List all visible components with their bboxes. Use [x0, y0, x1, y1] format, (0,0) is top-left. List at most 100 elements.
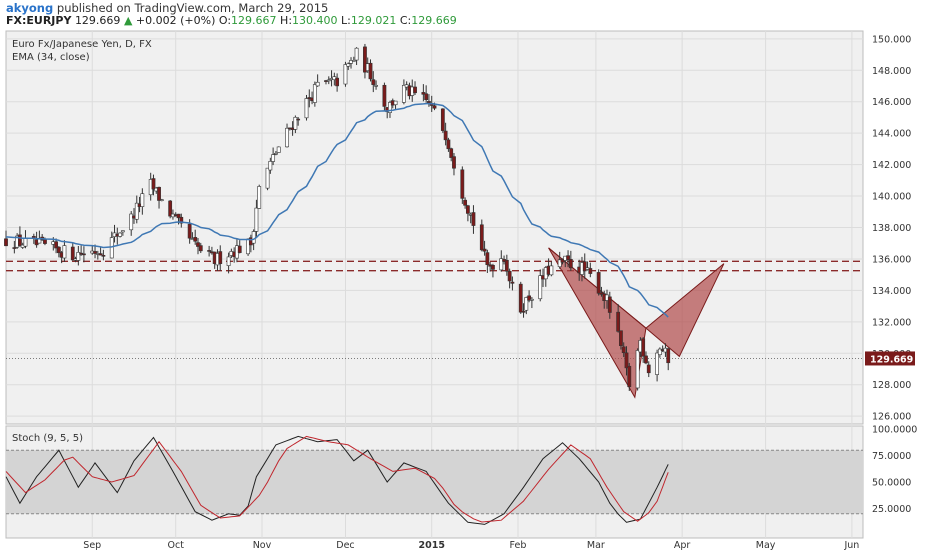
candle-body [312, 84, 317, 103]
candle-body [529, 298, 534, 301]
candle-body [413, 86, 417, 94]
quote-line: FX:EURJPY 129.669 ▲ +0.002 (+0%) O:129.6… [6, 14, 457, 27]
high-label: H: [280, 14, 293, 27]
candle-body [549, 265, 554, 276]
support-lines[interactable] [6, 260, 863, 359]
time-tick-label: Mar [587, 540, 605, 550]
candle-body [566, 255, 570, 260]
price-tag-text: 129.669 [870, 354, 913, 365]
ema-legend: EMA (34, close) [12, 52, 90, 63]
candle-body [443, 130, 448, 141]
candle-body [151, 178, 156, 190]
candle-body [527, 295, 532, 301]
price-tick-label: 132.000 [872, 317, 911, 328]
candle-body [465, 205, 470, 214]
candle-body [382, 84, 387, 107]
candle-body [18, 234, 22, 246]
candle-body [446, 139, 451, 150]
candle-body [207, 250, 212, 252]
close-value: 129.669 [411, 14, 457, 27]
candle-body [179, 216, 184, 224]
time-tick-label: Oct [168, 540, 185, 550]
candle-body [70, 246, 75, 261]
candle-body [491, 264, 495, 270]
candle-body [315, 81, 320, 87]
candle-body [568, 259, 573, 269]
candle-body [168, 200, 173, 217]
candle-body [265, 167, 270, 189]
time-tick-label: Nov [253, 540, 272, 550]
candle-body [157, 186, 161, 201]
candle-body [524, 297, 529, 311]
candle-body [76, 252, 81, 261]
candle-body [273, 153, 278, 155]
candle-body [134, 202, 139, 220]
candle-body [226, 256, 231, 266]
candle-body [460, 169, 465, 199]
high-value: 130.400 [292, 14, 338, 27]
pattern-bcd [645, 263, 725, 358]
time-tick-label: Apr [674, 540, 691, 550]
stoch-legend: Stoch (9, 5, 5) [12, 433, 83, 444]
candle-body [56, 246, 61, 254]
candle-body [588, 268, 593, 274]
candle-body [621, 346, 626, 353]
time-tick-label: Dec [336, 540, 354, 550]
candle-body [159, 199, 164, 201]
candle-body [54, 241, 58, 249]
candle-body [518, 283, 523, 313]
stoch-d-line [5, 435, 669, 523]
low-label: L: [341, 14, 351, 27]
candle-body [657, 348, 662, 356]
candle-body [268, 161, 273, 171]
candle-body [285, 127, 289, 148]
price-tick-label: 126.000 [872, 412, 911, 423]
stoch-axis[interactable]: 25.0000 50.0000 75.0000 100.0000 [872, 425, 917, 516]
time-axis[interactable]: Sep Oct Nov Dec 2015 Feb Mar Apr May Jun [83, 540, 859, 550]
candle-body [12, 247, 17, 249]
candle-body [293, 116, 298, 130]
candle-body [624, 352, 629, 369]
candle-body [432, 105, 437, 109]
price-tick-label: 148.000 [872, 66, 911, 77]
candle-body [363, 46, 367, 73]
candle-body [98, 253, 103, 256]
candle-body [646, 364, 651, 374]
candle-body [237, 245, 242, 253]
candle-body [635, 350, 640, 389]
time-tick-label: Feb [510, 540, 527, 550]
candle-body [641, 338, 646, 357]
candle-body [326, 79, 331, 82]
time-tick-label: May [756, 540, 776, 550]
price-tick-label: 150.000 [872, 34, 911, 45]
candle-body [349, 60, 353, 64]
author-link[interactable]: akyong [6, 1, 54, 15]
candle-body [343, 64, 348, 85]
price-tick-label: 138.000 [872, 223, 911, 234]
stoch-k-line [5, 435, 669, 525]
price-tag-bg [865, 351, 915, 366]
ema-line [5, 102, 669, 318]
published-text: published on TradingView.com, March 29, … [56, 1, 329, 15]
chart-title: Euro Fx/Japanese Yen, D, FX [12, 39, 152, 50]
candle-body [655, 352, 659, 375]
candle-body [521, 311, 526, 313]
stoch-band [6, 450, 863, 514]
candle-body [371, 79, 376, 85]
candle-body [452, 156, 456, 169]
candle-body [198, 245, 203, 252]
publish-line: akyong published on TradingView.com, Mar… [6, 1, 328, 15]
price-tick-label: 136.000 [872, 254, 911, 265]
candle-body [251, 231, 256, 244]
open-label: O: [218, 14, 232, 27]
stoch-grid [6, 449, 863, 515]
candle-body [424, 93, 429, 101]
candle-body [23, 237, 28, 247]
price-axis[interactable]: 126.000128.000130.000132.000134.000136.0… [872, 34, 911, 422]
candle-body [62, 245, 67, 259]
candle-body [479, 224, 484, 251]
candle-body [120, 230, 125, 233]
candle-body [4, 238, 8, 247]
candle-body [499, 258, 504, 271]
